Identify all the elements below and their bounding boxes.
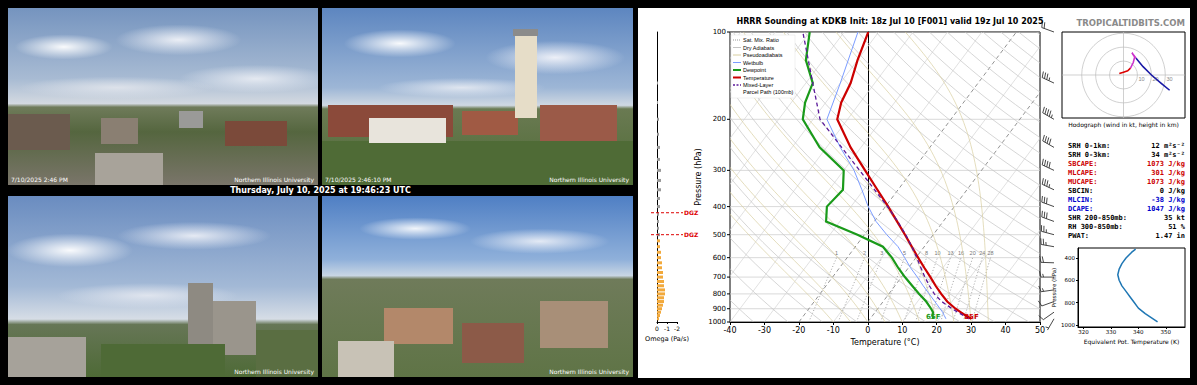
svg-text:5: 5 <box>903 249 907 256</box>
svg-text:30: 30 <box>1166 76 1172 82</box>
svg-text:300: 300 <box>713 166 726 174</box>
svg-text:0: 0 <box>865 326 870 335</box>
svg-text:Omega (Pa/s): Omega (Pa/s) <box>645 335 689 343</box>
svg-text:-40: -40 <box>723 326 736 335</box>
svg-text:Parcel Path (100mb): Parcel Path (100mb) <box>743 89 794 95</box>
svg-text:-20: -20 <box>792 326 805 335</box>
svg-text:51 %: 51 % <box>1168 223 1186 231</box>
svg-text:-1: -1 <box>664 325 670 332</box>
html-text:Thursday, July 10, 2025 at 19:: Thursday, July 10, 2025 at 19:46:23 UTC <box>230 186 411 195</box>
svg-text:400: 400 <box>713 203 726 211</box>
svg-text:320: 320 <box>1078 329 1089 335</box>
svg-text:SRH 0-3km:: SRH 0-3km: <box>1068 151 1110 159</box>
svg-text:600: 600 <box>1065 277 1076 283</box>
svg-text:Pressure (hPa): Pressure (hPa) <box>694 148 703 205</box>
svg-text:HRRR Sounding at KDKB Init: 18: HRRR Sounding at KDKB Init: 18z Jul 10 [… <box>737 17 1044 26</box>
svg-text:20: 20 <box>1152 76 1159 82</box>
svg-text:1073 J/kg: 1073 J/kg <box>1147 178 1185 186</box>
svg-text:Dry Adiabats: Dry Adiabats <box>743 45 774 51</box>
svg-text:SBCAPE:: SBCAPE: <box>1068 160 1098 168</box>
svg-text:10: 10 <box>1138 76 1144 82</box>
svg-text:1047 J/kg: 1047 J/kg <box>1147 205 1185 213</box>
svg-text:PWAT:: PWAT: <box>1068 232 1089 240</box>
svg-text:13: 13 <box>947 249 954 256</box>
svg-text:900: 900 <box>713 305 726 313</box>
svg-text:SRH 0-1km:: SRH 0-1km: <box>1068 142 1110 150</box>
svg-text:40: 40 <box>1000 326 1010 335</box>
svg-text:65F: 65F <box>926 313 941 321</box>
svg-text:Pressure (hPa): Pressure (hPa) <box>1051 268 1057 307</box>
svg-text:-38 J/kg: -38 J/kg <box>1151 196 1185 204</box>
svg-text:MLCAPE:: MLCAPE: <box>1068 169 1098 177</box>
svg-text:200: 200 <box>713 115 726 123</box>
svg-text:600: 600 <box>713 254 726 262</box>
svg-text:-2: -2 <box>674 325 680 332</box>
html-text:7/10/2025 2:46 PM: 7/10/2025 2:46 PM <box>11 176 68 183</box>
svg-text:50: 50 <box>1035 326 1045 335</box>
svg-text:TROPICALTIDBITS.COM: TROPICALTIDBITS.COM <box>1076 18 1185 28</box>
svg-text:330: 330 <box>1106 329 1117 335</box>
svg-text:85F: 85F <box>964 313 979 321</box>
svg-text:35 kt: 35 kt <box>1164 214 1185 222</box>
svg-text:20: 20 <box>970 250 976 256</box>
svg-text:301 J/kg: 301 J/kg <box>1151 169 1185 177</box>
svg-text:34 m²s⁻²: 34 m²s⁻² <box>1151 151 1185 159</box>
svg-text:MLCIN:: MLCIN: <box>1068 196 1093 204</box>
svg-text:Temperature (°C): Temperature (°C) <box>849 338 919 347</box>
svg-text:350: 350 <box>1161 329 1172 335</box>
svg-text:700: 700 <box>713 273 726 281</box>
svg-text:2: 2 <box>863 249 866 256</box>
svg-text:800: 800 <box>713 290 726 298</box>
svg-text:340: 340 <box>1133 329 1144 335</box>
svg-text:Dewpoint: Dewpoint <box>743 67 766 73</box>
svg-text:1: 1 <box>835 249 839 256</box>
svg-text:1000: 1000 <box>708 318 726 326</box>
svg-text:Hodograph (wind in kt, height: Hodograph (wind in kt, height in km) <box>1068 121 1179 129</box>
svg-text:-30: -30 <box>758 326 771 335</box>
svg-text:100: 100 <box>713 28 726 36</box>
svg-text:1000: 1000 <box>1061 322 1075 328</box>
svg-text:Sat. Mix. Ratio: Sat. Mix. Ratio <box>743 37 779 43</box>
svg-text:28: 28 <box>987 250 993 256</box>
svg-text:12 m²s⁻²: 12 m²s⁻² <box>1151 142 1185 150</box>
html-text:Northern Illinois University: Northern Illinois University <box>549 368 629 375</box>
svg-text:DGZ: DGZ <box>684 231 699 238</box>
svg-text:SHR 200-850mb:: SHR 200-850mb: <box>1068 214 1127 222</box>
svg-text:10: 10 <box>897 326 907 335</box>
svg-text:RH 300-850mb:: RH 300-850mb: <box>1068 223 1123 231</box>
html-text:7/10/2025 2:46:10 PM: 7/10/2025 2:46:10 PM <box>325 176 392 183</box>
html-text:Northern Illinois University: Northern Illinois University <box>234 368 314 375</box>
svg-text:Wetbulb: Wetbulb <box>743 60 763 66</box>
svg-text:24: 24 <box>979 249 986 256</box>
svg-text:400: 400 <box>1065 255 1076 261</box>
svg-text:DGZ: DGZ <box>684 209 699 216</box>
svg-text:8: 8 <box>925 250 928 256</box>
svg-text:DCAPE:: DCAPE: <box>1068 205 1093 213</box>
svg-text:MUCAPE:: MUCAPE: <box>1068 178 1098 186</box>
svg-text:1073 J/kg: 1073 J/kg <box>1147 160 1185 168</box>
svg-text:1.47 in: 1.47 in <box>1155 232 1185 240</box>
svg-text:0 J/kg: 0 J/kg <box>1160 187 1185 195</box>
svg-text:20: 20 <box>932 326 942 335</box>
svg-text:800: 800 <box>1065 300 1076 306</box>
svg-text:SBCIN:: SBCIN: <box>1068 187 1093 195</box>
svg-text:30: 30 <box>966 326 976 335</box>
svg-text:0: 0 <box>655 325 659 332</box>
svg-text:-10: -10 <box>827 326 840 335</box>
svg-text:Mixed-Layer: Mixed-Layer <box>743 82 773 88</box>
svg-text:Pseudoadiabats: Pseudoadiabats <box>743 52 783 58</box>
svg-text:500: 500 <box>713 231 726 239</box>
svg-text:Equivalent Pot. Temperature (K: Equivalent Pot. Temperature (K) <box>1084 338 1180 346</box>
html-text:Northern Illinois University: Northern Illinois University <box>549 176 629 183</box>
html-text:Northern Illinois University: Northern Illinois University <box>234 176 314 183</box>
svg-text:10: 10 <box>934 249 941 256</box>
svg-text:Temperature: Temperature <box>743 75 774 81</box>
svg-text:3: 3 <box>880 250 883 256</box>
svg-text:16: 16 <box>958 249 965 256</box>
